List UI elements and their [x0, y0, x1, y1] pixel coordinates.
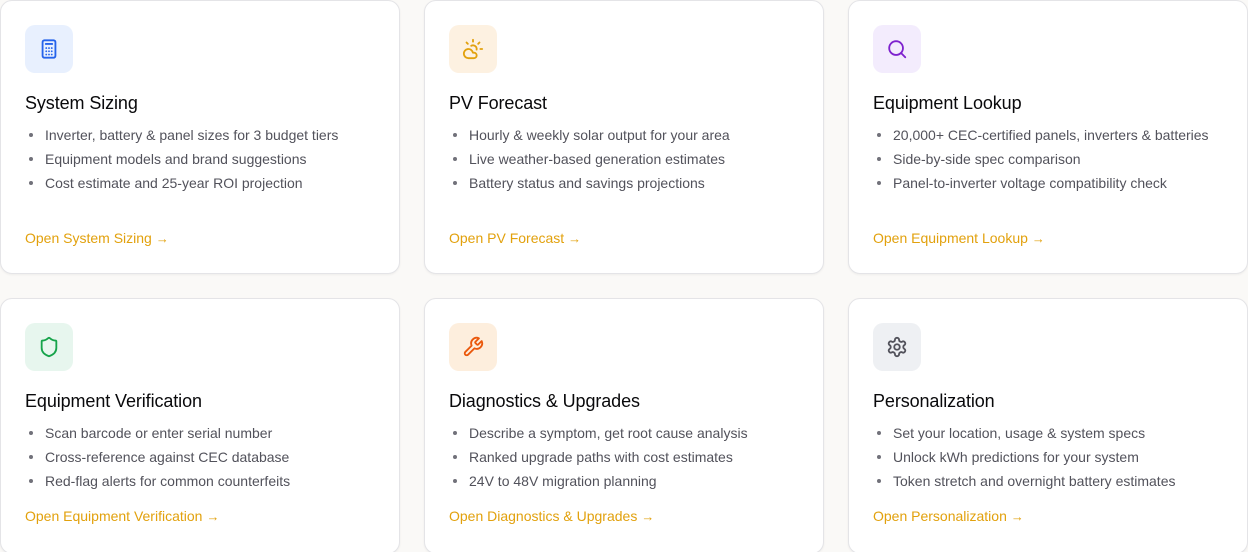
arrow-right-icon: → — [568, 230, 582, 246]
feature-item: Unlock kWh predictions for your system — [873, 447, 1225, 467]
gear-icon — [887, 336, 907, 358]
wrench-icon — [463, 336, 484, 357]
card-title: Diagnostics & Upgrades — [449, 391, 640, 411]
card-title: Equipment Lookup — [873, 93, 1022, 113]
shield-icon — [40, 336, 58, 358]
card-system-sizing: System Sizing Inverter, battery & panel … — [0, 0, 400, 274]
link-label: Open System Sizing — [25, 230, 152, 246]
feature-list: Scan barcode or enter serial number Cros… — [25, 423, 377, 495]
icon-box — [873, 323, 921, 371]
icon-box — [873, 25, 921, 73]
feature-item: Hourly & weekly solar output for your ar… — [449, 125, 801, 145]
feature-item: Token stretch and overnight battery esti… — [873, 471, 1225, 491]
feature-list: Set your location, usage & system specs … — [873, 423, 1225, 495]
card-title: System Sizing — [25, 93, 138, 113]
open-personalization-link[interactable]: Open Personalization → — [873, 508, 1024, 524]
arrow-right-icon: → — [155, 230, 169, 246]
feature-item: 20,000+ CEC-certified panels, inverters … — [873, 125, 1225, 145]
icon-box — [449, 25, 497, 73]
feature-item: Scan barcode or enter serial number — [25, 423, 377, 443]
card-diagnostics-upgrades: Diagnostics & Upgrades Describe a sympto… — [424, 298, 824, 552]
calculator-icon — [41, 39, 57, 59]
card-personalization: Personalization Set your location, usage… — [848, 298, 1248, 552]
icon-box — [25, 25, 73, 73]
feature-item: Cost estimate and 25-year ROI projection — [25, 173, 377, 193]
open-equipment-lookup-link[interactable]: Open Equipment Lookup → — [873, 230, 1045, 246]
card-title: Personalization — [873, 391, 995, 411]
link-label: Open Equipment Verification — [25, 508, 203, 524]
card-pv-forecast: PV Forecast Hourly & weekly solar output… — [424, 0, 824, 274]
arrow-right-icon: → — [206, 508, 220, 524]
feature-item: Describe a symptom, get root cause analy… — [449, 423, 801, 443]
feature-item: Ranked upgrade paths with cost estimates — [449, 447, 801, 467]
open-pv-forecast-link[interactable]: Open PV Forecast → — [449, 230, 581, 246]
arrow-right-icon: → — [641, 508, 655, 524]
card-title: Equipment Verification — [25, 391, 202, 411]
feature-list: 20,000+ CEC-certified panels, inverters … — [873, 125, 1225, 197]
card-equipment-lookup: Equipment Lookup 20,000+ CEC-certified p… — [848, 0, 1248, 274]
feature-item: Inverter, battery & panel sizes for 3 bu… — [25, 125, 377, 145]
open-system-sizing-link[interactable]: Open System Sizing → — [25, 230, 169, 246]
feature-list: Hourly & weekly solar output for your ar… — [449, 125, 801, 197]
feature-list: Describe a symptom, get root cause analy… — [449, 423, 801, 495]
search-icon — [888, 40, 907, 59]
feature-item: Live weather-based generation estimates — [449, 149, 801, 169]
feature-item: Panel-to-inverter voltage compatibility … — [873, 173, 1225, 193]
arrow-right-icon: → — [1010, 508, 1024, 524]
feature-item: Equipment models and brand suggestions — [25, 149, 377, 169]
sun-cloud-icon — [462, 38, 484, 60]
feature-list: Inverter, battery & panel sizes for 3 bu… — [25, 125, 377, 197]
icon-box — [25, 323, 73, 371]
feature-item: 24V to 48V migration planning — [449, 471, 801, 491]
open-equipment-verification-link[interactable]: Open Equipment Verification → — [25, 508, 219, 524]
card-equipment-verification: Equipment Verification Scan barcode or e… — [0, 298, 400, 552]
feature-item: Side-by-side spec comparison — [873, 149, 1225, 169]
feature-item: Set your location, usage & system specs — [873, 423, 1225, 443]
card-title: PV Forecast — [449, 93, 547, 113]
feature-item: Cross-reference against CEC database — [25, 447, 377, 467]
link-label: Open Diagnostics & Upgrades — [449, 508, 638, 524]
feature-item: Red-flag alerts for common counterfeits — [25, 471, 377, 491]
arrow-right-icon: → — [1031, 230, 1045, 246]
link-label: Open Equipment Lookup — [873, 230, 1028, 246]
icon-box — [449, 323, 497, 371]
feature-item: Battery status and savings projections — [449, 173, 801, 193]
open-diagnostics-upgrades-link[interactable]: Open Diagnostics & Upgrades → — [449, 508, 654, 524]
link-label: Open PV Forecast — [449, 230, 565, 246]
link-label: Open Personalization — [873, 508, 1007, 524]
